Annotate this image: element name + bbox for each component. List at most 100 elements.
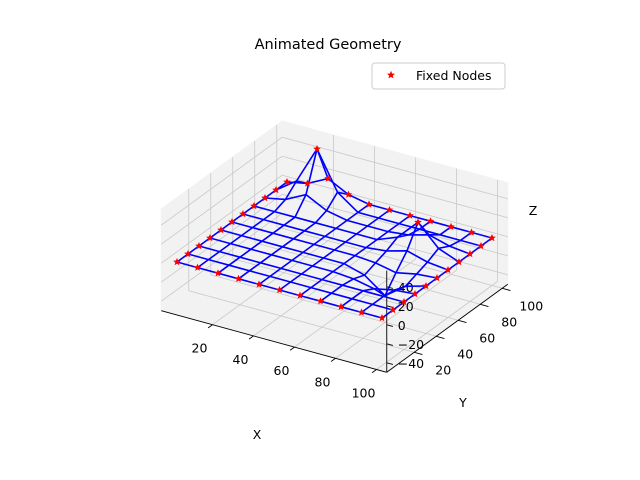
fixed-node-marker [455,258,463,266]
fixed-node-marker [357,308,366,316]
left-gridline-z [161,174,283,264]
fixed-node-marker [228,218,236,226]
wire-line-constant-x [197,180,308,269]
wire-line-constant-x [361,231,472,314]
fixed-node-marker [477,242,485,250]
fixed-node-marker [195,242,203,250]
x-tick-label: 80 [315,374,331,389]
fixed-node-marker [433,274,441,282]
floor-gridline-y [188,290,415,353]
legend-label: Fixed Nodes [416,68,492,83]
fixed-node-marker [272,186,280,194]
fixed-node-marker [467,228,476,236]
z-tick-label: 20 [398,299,414,314]
x-tick [289,346,295,351]
fixed-node-marker [206,234,214,242]
x-tick-label: 60 [274,363,290,378]
floor-gridline-x [212,236,334,326]
fixed-node-marker [406,211,414,219]
floor-gridline-x [253,247,375,337]
fixed-node-marker [411,290,419,298]
left-gridline-z [161,155,283,245]
floor-gridline-y [210,274,437,337]
fixed-node-marker [466,250,474,258]
wire-line-constant-x [279,209,390,291]
fixed-node-marker [344,190,353,198]
fixed-node-marker [184,250,192,258]
fixed-node-marker [400,298,408,306]
x-tick-label: 40 [233,352,249,367]
fixed-node-marker [414,218,422,226]
wire-line-constant-x [238,191,349,280]
fixed-node-marker [296,291,304,299]
z-tick [386,362,394,365]
y-tick [436,335,445,339]
floor-gridline-y [254,242,481,305]
fixed-node-marker [239,210,247,218]
y-tick-label: 20 [435,362,451,377]
fixed-node-marker [385,206,394,214]
x-tick [330,357,336,362]
back-gridline-z [282,174,508,238]
x-axis-line [161,310,387,373]
x-tick-label: 100 [352,386,376,401]
x-tick [207,324,213,329]
fixed-node-marker [234,274,243,282]
fixed-node-marker [173,258,181,266]
x-tick [371,369,377,374]
x-tick [248,335,254,340]
fixed-node-marker [488,234,496,242]
fixed-node-marker [255,280,263,288]
fixed-nodes-series [173,144,496,322]
chart-title: Animated Geometry [255,37,402,53]
left-gridline-z [161,212,283,302]
fixed-node-marker [275,286,284,294]
z-tick-label: −20 [398,337,424,352]
fixed-node-marker [283,178,291,186]
fixed-node-marker [316,297,325,305]
wire-line-constant-x [217,146,329,274]
x-tick-label: 20 [192,341,208,356]
y-tick-label: 80 [501,314,517,329]
legend-box [371,62,506,90]
z-axis-label: Z [529,203,538,218]
y-tick [502,287,511,291]
fixed-node-marker [378,314,386,322]
wire-line-constant-x [320,220,431,302]
fixed-node-marker [422,282,430,290]
fixed-node-marker [337,302,345,310]
floor-gridline-y [232,258,459,321]
z-tick [386,324,394,327]
y-tick [414,351,423,355]
fixed-node-marker [389,306,397,314]
wire-line-constant-x [258,203,370,286]
fixed-node-marker [217,226,225,234]
fixed-node-marker [261,194,269,202]
fixed-node-marker [447,222,455,230]
y-axis-line [386,283,509,373]
fixed-node-marker [303,179,312,187]
legend-star [387,70,395,79]
left-gridline-z [161,136,283,226]
y-tick [458,319,467,323]
fixed-node-marker [324,174,332,182]
back-gridline-z [282,155,508,219]
y-tick-label: 60 [479,330,495,345]
y-tick-label: 100 [519,298,543,313]
fixed-node-marker [426,217,435,225]
z-tick [386,343,394,346]
fixed-node-marker [313,144,321,153]
y-axis-label: Y [458,395,467,410]
axes-panes [160,120,509,373]
y-tick-label: 40 [457,346,473,361]
z-tick [386,305,394,308]
fixed-node-marker [444,266,452,274]
legend: Fixed Nodes [371,62,506,90]
back-gridline-z [282,136,508,200]
y-tick [480,303,489,307]
x-axis-label: X [253,427,262,442]
fixed-node-marker [193,263,202,271]
floor-gridline-x [335,269,457,359]
